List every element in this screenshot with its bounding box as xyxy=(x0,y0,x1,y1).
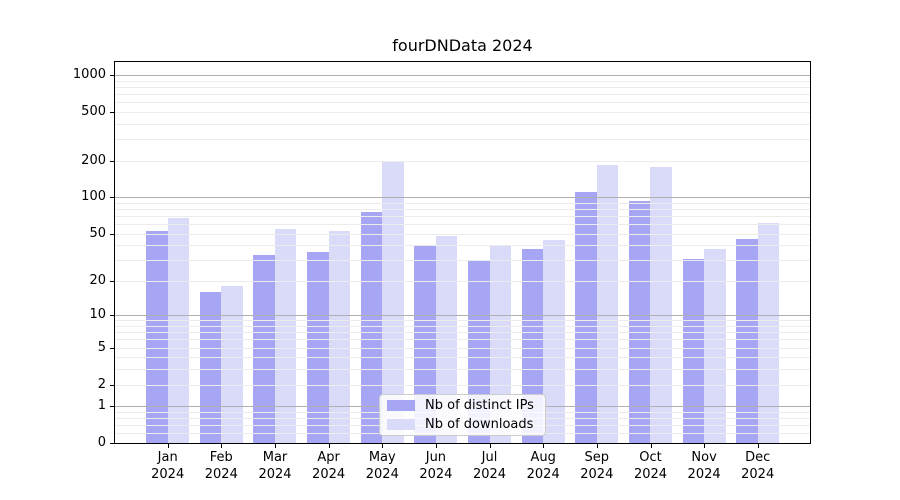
bar-jan-downloads xyxy=(167,217,190,443)
y-tick-label: 5 xyxy=(97,339,106,355)
y-tick-mark xyxy=(110,233,114,235)
x-tick-mark xyxy=(543,444,545,448)
x-tick-label-feb: Feb 2024 xyxy=(204,450,238,482)
y-tick-mark xyxy=(110,280,114,282)
y-tick-mark xyxy=(110,384,114,386)
bar-mar-downloads xyxy=(274,228,297,443)
bar-mar-distinct-ips xyxy=(253,255,275,443)
x-tick-label-sep: Sep 2024 xyxy=(580,450,614,482)
x-tick-mark xyxy=(435,444,437,448)
y-tick-mark xyxy=(110,443,114,444)
x-tick-mark xyxy=(221,444,223,448)
y-tick-label: 1000 xyxy=(72,67,106,83)
legend-item-distinct-ips: Nb of distinct IPs xyxy=(380,398,545,414)
bar-dec-downloads xyxy=(757,222,780,443)
bar-apr-downloads xyxy=(328,230,351,443)
bar-sep-downloads xyxy=(596,164,619,443)
x-tick-mark xyxy=(650,444,652,448)
y-tick-mark xyxy=(110,75,114,77)
y-tick-label: 2 xyxy=(97,376,106,392)
legend: Nb of distinct IPs Nb of downloads xyxy=(379,394,546,436)
x-tick-mark xyxy=(757,444,759,448)
bar-oct-distinct-ips xyxy=(628,201,651,443)
bar-oct-downloads xyxy=(650,166,672,443)
bar-aug-downloads xyxy=(543,240,565,443)
bar-sep-distinct-ips xyxy=(575,192,597,443)
x-tick-mark xyxy=(328,444,330,448)
x-tick-label-mar: Mar 2024 xyxy=(258,450,292,482)
chart-title: fourDNData 2024 xyxy=(392,36,533,55)
x-tick-label-jun: Jun 2024 xyxy=(419,450,453,482)
y-axis: 0 1 2 5 10 20 50 100 200 500 1000 xyxy=(0,0,106,500)
x-tick-mark xyxy=(704,444,706,448)
y-tick-label: 50 xyxy=(89,225,106,241)
x-tick-label-aug: Aug 2024 xyxy=(526,450,560,482)
bar-nov-distinct-ips xyxy=(682,258,705,443)
y-tick-label: 10 xyxy=(89,307,106,323)
x-tick-label-jul: Jul 2024 xyxy=(472,450,507,482)
bar-jan-distinct-ips xyxy=(146,230,168,443)
bar-feb-distinct-ips xyxy=(199,292,222,443)
y-tick-label: 500 xyxy=(81,104,106,120)
y-tick-mark xyxy=(110,406,114,408)
y-tick-mark xyxy=(110,112,114,114)
legend-swatch-downloads xyxy=(387,418,415,430)
x-tick-label-may: May 2024 xyxy=(365,450,399,482)
y-tick-mark xyxy=(110,160,114,162)
bars-layer xyxy=(115,62,810,443)
x-tick-mark xyxy=(167,444,169,448)
y-tick-mark xyxy=(110,347,114,349)
x-tick-label-oct: Oct 2024 xyxy=(633,450,668,482)
legend-label-distinct-ips: Nb of distinct IPs xyxy=(425,398,534,414)
legend-label-downloads: Nb of downloads xyxy=(425,416,534,432)
y-tick-label: 20 xyxy=(89,272,106,288)
legend-swatch-distinct-ips xyxy=(387,400,415,412)
bar-apr-distinct-ips xyxy=(307,252,329,443)
bar-nov-downloads xyxy=(704,249,726,443)
bar-may-downloads xyxy=(382,161,404,443)
x-tick-mark xyxy=(596,444,598,448)
bar-jul-downloads xyxy=(489,245,512,443)
legend-item-downloads: Nb of downloads xyxy=(380,417,545,433)
bar-feb-downloads xyxy=(221,286,243,443)
x-tick-label-apr: Apr 2024 xyxy=(312,450,346,482)
bar-dec-distinct-ips xyxy=(736,239,758,443)
y-tick-mark xyxy=(110,197,114,199)
x-tick-label-nov: Nov 2024 xyxy=(687,450,721,482)
y-tick-label: 200 xyxy=(81,152,106,168)
y-tick-mark xyxy=(110,315,114,317)
x-tick-label-jan: Jan 2024 xyxy=(151,450,185,482)
bar-jun-distinct-ips xyxy=(414,245,436,443)
x-tick-mark xyxy=(382,444,384,448)
y-tick-label: 100 xyxy=(81,189,106,205)
plot-area: Nb of distinct IPs Nb of downloads xyxy=(114,61,811,444)
x-tick-label-dec: Dec 2024 xyxy=(741,450,775,482)
x-tick-mark xyxy=(275,444,276,448)
y-tick-label: 1 xyxy=(97,398,106,414)
x-tick-mark xyxy=(489,444,491,448)
y-tick-label: 0 xyxy=(97,435,106,450)
